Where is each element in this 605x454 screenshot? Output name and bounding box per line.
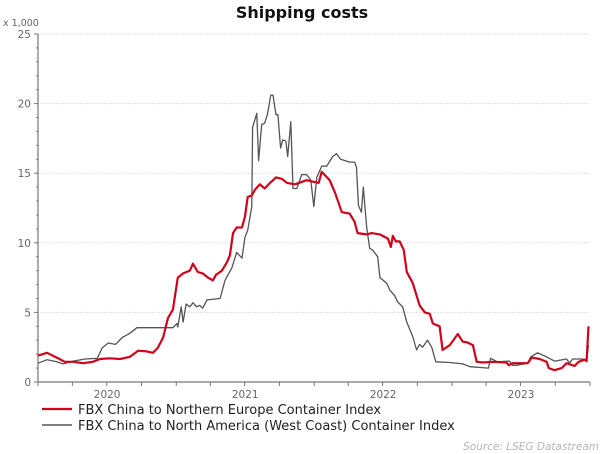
series-line-northern-europe <box>37 170 590 372</box>
gridlines <box>38 33 590 313</box>
legend: FBX China to Northern Europe Container I… <box>42 403 455 434</box>
axes: 0 5 10 15 20 25 2020 2021 2022 2023 <box>18 29 591 401</box>
y-tick-label: 20 <box>18 99 31 111</box>
x-tick-label: 2022 <box>370 389 397 401</box>
y-tick-label: 25 <box>18 29 31 41</box>
y-axis-unit-label: x 1,000 <box>3 18 39 29</box>
y-tick-label: 5 <box>24 307 31 319</box>
y-tick-label: 0 <box>24 377 31 389</box>
legend-label-north-america: FBX China to North America (West Coast) … <box>78 419 455 434</box>
x-tick-label: 2023 <box>508 389 535 401</box>
y-tick-label: 15 <box>18 168 31 180</box>
source-note: Source: LSEG Datastream <box>463 441 599 453</box>
legend-label-northern-europe: FBX China to Northern Europe Container I… <box>78 403 381 418</box>
series-line-north-america <box>37 94 590 369</box>
chart-title: Shipping costs <box>236 3 368 22</box>
x-tick-label: 2021 <box>232 389 259 401</box>
y-tick-label: 10 <box>18 238 31 250</box>
x-tick-label: 2020 <box>94 389 121 401</box>
series-lines <box>37 94 590 372</box>
